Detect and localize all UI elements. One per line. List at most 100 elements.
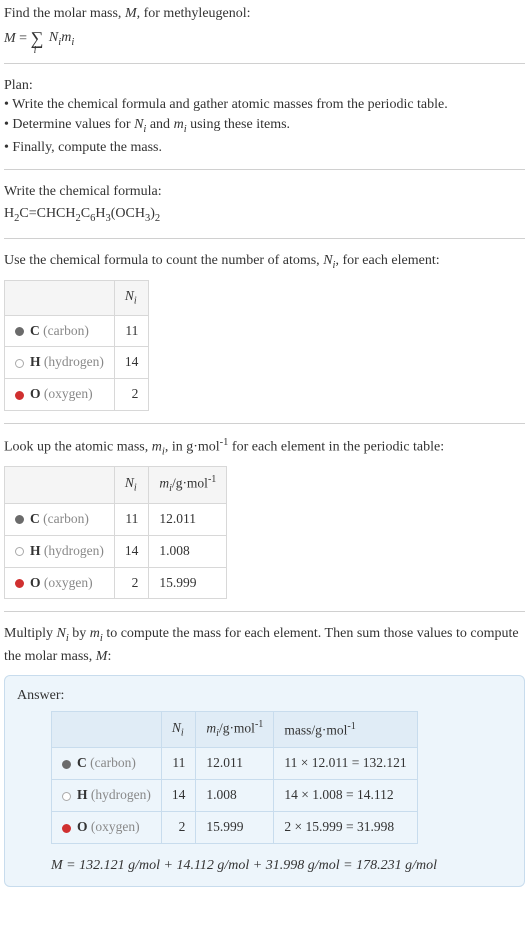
mult-p2: by [69, 626, 90, 641]
header-m: mi/g·mol-1 [149, 467, 227, 503]
sigma-glyph: ∑ [31, 28, 44, 48]
mult-p1: Multiply [4, 626, 57, 641]
answer-result: M = 132.121 g/mol + 14.112 g/mol + 31.99… [51, 856, 518, 876]
mass-intro-suffix: for each element in the periodic table: [228, 440, 444, 455]
element-name: (oxygen) [41, 575, 93, 590]
table-row: O (oxygen) 2 [5, 379, 149, 411]
sigma-sub: i [34, 44, 37, 58]
element-cell: H (hydrogen) [52, 780, 162, 812]
m-value: 12.011 [196, 748, 274, 780]
element-symbol: C [30, 511, 40, 526]
element-name: (hydrogen) [41, 543, 104, 558]
calc-value: 14 × 1.008 = 14.112 [274, 780, 417, 812]
count-intro-n: N [323, 253, 332, 268]
element-symbol: H [77, 787, 88, 802]
element-dot [15, 579, 24, 588]
n-value: 11 [114, 503, 149, 535]
count-intro-suffix: , for each element: [335, 253, 439, 268]
plan-b2-m: m [174, 117, 184, 132]
header-n: Ni [114, 467, 149, 503]
plan-b2-prefix: • Determine values for [4, 117, 134, 132]
element-name: (hydrogen) [88, 787, 151, 802]
table-row: H (hydrogen) 14 [5, 347, 149, 379]
header-mass: mass/g·mol-1 [274, 712, 417, 748]
header-n: Ni [161, 712, 196, 748]
chem-formula: H2C=CHCH2C6H3(OCH3)2 [4, 204, 525, 226]
plan-b2-mid: and [146, 117, 173, 132]
element-cell: O (oxygen) [52, 812, 162, 844]
answer-table: Ni mi/g·mol-1 mass/g·mol-1 C (carbon) 11… [51, 711, 418, 844]
plan-bullet-1: • Write the chemical formula and gather … [4, 95, 525, 115]
rhs-m: m [61, 30, 71, 45]
table-row: C (carbon) 11 [5, 315, 149, 347]
mass-intro-mid: , in g·mol [165, 440, 220, 455]
element-cell: H (hydrogen) [5, 535, 115, 567]
element-symbol: H [30, 354, 41, 369]
table-row: O (oxygen) 2 15.999 [5, 567, 227, 599]
count-intro-prefix: Use the chemical formula to count the nu… [4, 253, 323, 268]
table-row: O (oxygen) 2 15.999 2 × 15.999 = 31.998 [52, 812, 418, 844]
mult-n: N [57, 626, 66, 641]
m-value: 12.011 [149, 503, 227, 535]
header-m: mi/g·mol-1 [196, 712, 274, 748]
m-value: 1.008 [196, 780, 274, 812]
mult-M: M [96, 649, 108, 664]
mass-intro-m: m [152, 440, 162, 455]
chem-section: Write the chemical formula: H2C=CHCH2C6H… [4, 182, 525, 239]
header-blank [5, 467, 115, 503]
m-value: 15.999 [149, 567, 227, 599]
element-dot [15, 327, 24, 336]
element-name: (carbon) [40, 511, 89, 526]
count-intro: Use the chemical formula to count the nu… [4, 251, 525, 273]
element-symbol: O [77, 819, 88, 834]
table-header-row: Ni mi/g·mol-1 mass/g·mol-1 [52, 712, 418, 748]
table-row: C (carbon) 11 12.011 11 × 12.011 = 132.1… [52, 748, 418, 780]
formula-rhs: Nimi [49, 30, 74, 45]
element-dot [15, 359, 24, 368]
n-value: 14 [114, 535, 149, 567]
mult-p5: : [107, 649, 111, 664]
chem-title: Write the chemical formula: [4, 182, 525, 202]
mass-intro-prefix: Look up the atomic mass, [4, 440, 152, 455]
n-value: 11 [161, 748, 196, 780]
answer-box: Answer: Ni mi/g·mol-1 mass/g·mol-1 C (ca… [4, 675, 525, 887]
intro-line: Find the molar mass, M, for methyleugeno… [4, 4, 525, 24]
element-dot [62, 824, 71, 833]
intro-text: Find the molar mass, [4, 6, 125, 21]
intro-var-m: M [125, 6, 137, 21]
element-cell: C (carbon) [52, 748, 162, 780]
element-cell: C (carbon) [5, 315, 115, 347]
table-row: H (hydrogen) 14 1.008 14 × 1.008 = 14.11… [52, 780, 418, 812]
intro-formula: M = ∑i Nimi [4, 26, 525, 51]
count-value: 11 [114, 315, 149, 347]
element-dot [15, 391, 24, 400]
element-name: (carbon) [87, 755, 136, 770]
element-name: (oxygen) [41, 386, 93, 401]
rhs-m-sub: i [71, 37, 74, 48]
header-blank [5, 280, 115, 315]
element-cell: O (oxygen) [5, 567, 115, 599]
element-symbol: O [30, 575, 41, 590]
calc-value: 11 × 12.011 = 132.121 [274, 748, 417, 780]
formula-eq: = [16, 30, 31, 45]
element-symbol: O [30, 386, 41, 401]
mult-m: m [90, 626, 100, 641]
mass-intro: Look up the atomic mass, mi, in g·mol-1 … [4, 436, 525, 460]
intro-section: Find the molar mass, M, for methyleugeno… [4, 4, 525, 64]
mass-table: Ni mi/g·mol-1 C (carbon) 11 12.011 H (hy… [4, 466, 227, 599]
plan-bullet-2: • Determine values for Ni and mi using t… [4, 115, 525, 137]
count-section: Use the chemical formula to count the nu… [4, 251, 525, 424]
n-value: 2 [114, 567, 149, 599]
count-value: 14 [114, 347, 149, 379]
table-header-row: Ni [5, 280, 149, 315]
count-table: Ni C (carbon) 11 H (hydrogen) 14 O (oxyg… [4, 280, 149, 412]
element-cell: O (oxygen) [5, 379, 115, 411]
multiply-section: Multiply Ni by mi to compute the mass fo… [4, 624, 525, 666]
element-symbol: C [30, 323, 40, 338]
element-symbol: C [77, 755, 87, 770]
plan-section: Plan: • Write the chemical formula and g… [4, 76, 525, 170]
plan-b2-suffix: using these items. [187, 117, 290, 132]
answer-label: Answer: [17, 686, 518, 706]
plan-bullet-3: • Finally, compute the mass. [4, 138, 525, 158]
table-row: H (hydrogen) 14 1.008 [5, 535, 227, 567]
